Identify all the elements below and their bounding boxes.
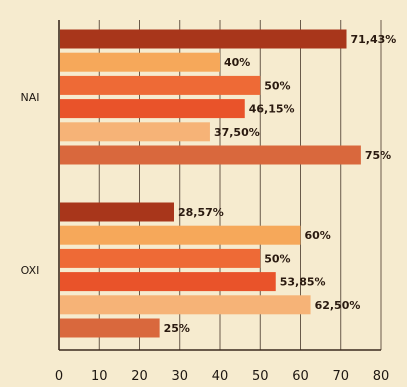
category-label-oxi: OXI xyxy=(21,264,40,277)
bar-nai-2 xyxy=(60,52,220,72)
bar-value-label: 60% xyxy=(305,229,331,242)
x-tick-label: 70 xyxy=(332,369,349,384)
bar-value-label: 37,50% xyxy=(214,126,260,139)
x-tick-label: 20 xyxy=(131,369,148,384)
labels: 0 10 20 30 40 50 60 70 80 71,43% 40% 50% 46,15% 37,50… xyxy=(21,33,397,384)
bar-nai-4 xyxy=(60,99,245,119)
bar-oxi-3 xyxy=(60,248,261,268)
bar-value-label: 50% xyxy=(264,79,290,92)
bar-nai-1 xyxy=(60,29,347,49)
x-tick-label: 30 xyxy=(171,369,188,384)
bar-oxi-6 xyxy=(60,318,160,338)
bar-value-label: 53,85% xyxy=(280,276,326,289)
x-tick-label: 10 xyxy=(91,369,108,384)
bars xyxy=(60,29,361,338)
bar-nai-3 xyxy=(60,75,261,95)
bar-value-label: 62,50% xyxy=(315,299,361,312)
bar-value-label: 75% xyxy=(365,149,391,162)
x-tick-label: 50 xyxy=(252,369,269,384)
bar-oxi-5 xyxy=(60,295,311,315)
bar-value-label: 28,57% xyxy=(178,206,224,219)
bar-oxi-1 xyxy=(60,202,174,222)
category-label-nai: NAI xyxy=(21,91,40,104)
bar-value-label: 40% xyxy=(224,56,250,69)
bar-value-label: 25% xyxy=(164,322,190,335)
x-tick-label: 0 xyxy=(55,369,63,384)
bar-value-label: 50% xyxy=(264,252,290,265)
bar-value-label: 46,15% xyxy=(249,103,295,116)
bar-nai-6 xyxy=(60,145,361,165)
grid xyxy=(58,20,382,350)
x-tick-label: 60 xyxy=(292,369,309,384)
bar-nai-5 xyxy=(60,122,210,142)
bar-oxi-4 xyxy=(60,272,276,292)
x-tick-label: 80 xyxy=(373,369,390,384)
bar-value-label: 71,43% xyxy=(351,33,397,46)
x-tick-label: 40 xyxy=(212,369,229,384)
bar-oxi-2 xyxy=(60,225,301,245)
